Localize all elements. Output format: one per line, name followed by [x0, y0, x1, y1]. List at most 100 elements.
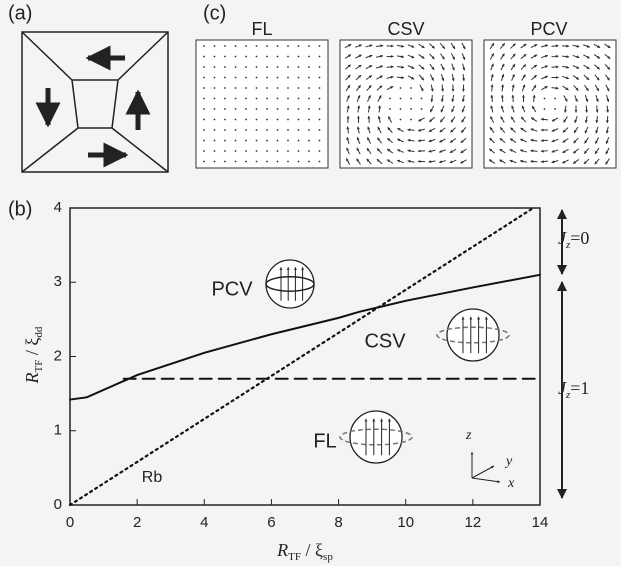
field-dot: [266, 150, 268, 152]
x-tick-label: 14: [532, 514, 549, 531]
field-dot: [214, 140, 216, 142]
field-dot: [214, 119, 216, 121]
field-dot: [214, 45, 216, 47]
field-dot: [319, 129, 321, 131]
field-arrow: [597, 106, 598, 113]
field-dot: [203, 129, 205, 131]
triad-label: z: [465, 428, 472, 443]
field-dot: [214, 129, 216, 131]
field-dot: [256, 45, 258, 47]
field-dot: [400, 119, 402, 121]
field-dot: [319, 77, 321, 79]
field-dot: [245, 77, 247, 79]
field-dot: [308, 98, 310, 100]
field-dot: [256, 119, 258, 121]
field-dot: [319, 98, 321, 100]
x-tick-label: 2: [133, 514, 141, 531]
field-dot: [287, 108, 289, 110]
field-dot: [256, 66, 258, 68]
field-dot: [266, 98, 268, 100]
field-dot: [245, 56, 247, 58]
field-dot: [245, 87, 247, 89]
field-dot: [410, 98, 412, 100]
field-dot: [287, 129, 289, 131]
field-dot: [319, 108, 321, 110]
field-dot: [235, 56, 237, 58]
field-dot: [245, 108, 247, 110]
x-tick-label: 10: [397, 514, 414, 531]
field-dot: [298, 161, 300, 163]
field-dot: [287, 119, 289, 121]
field-dot: [287, 161, 289, 163]
field-dot: [245, 66, 247, 68]
field-dot: [214, 87, 216, 89]
field-dot: [277, 45, 279, 47]
sphere-icon: [447, 309, 499, 361]
field-dot: [245, 119, 247, 121]
field-dot: [256, 129, 258, 131]
field-dot: [203, 66, 205, 68]
field-dot: [235, 119, 237, 121]
field-dot: [214, 66, 216, 68]
annotation: FL: [313, 430, 336, 452]
field-frame: [340, 40, 472, 168]
field-dot: [308, 77, 310, 79]
y-tick-label: 0: [54, 496, 62, 513]
field-dot: [245, 98, 247, 100]
field-dot: [214, 150, 216, 152]
sphere-icon: [266, 260, 314, 308]
panel-label: (c): [203, 2, 226, 24]
field-dot: [266, 161, 268, 163]
field-dot: [214, 161, 216, 163]
field-dot: [203, 56, 205, 58]
field-dot: [277, 77, 279, 79]
field-dot: [410, 108, 412, 110]
field-dot: [287, 87, 289, 89]
field-arrow: [502, 95, 503, 102]
panel-title: PCV: [530, 19, 567, 39]
field-dot: [308, 45, 310, 47]
field-dot: [224, 108, 226, 110]
field-dot: [287, 98, 289, 100]
field-dot: [410, 87, 412, 89]
field-dot: [203, 161, 205, 163]
field-dot: [203, 45, 205, 47]
triad-label: y: [504, 454, 513, 469]
field-dot: [544, 98, 546, 100]
field-dot: [266, 87, 268, 89]
x-tick-label: 12: [465, 514, 482, 531]
field-dot: [266, 66, 268, 68]
field-dot: [319, 45, 321, 47]
field-dot: [266, 140, 268, 142]
annotation: Rb: [142, 469, 163, 486]
triad-label: x: [507, 476, 515, 491]
field-dot: [410, 119, 412, 121]
y-tick-label: 2: [54, 347, 62, 364]
field-dot: [277, 150, 279, 152]
field-dot: [319, 150, 321, 152]
triad-axis: [472, 466, 494, 478]
field-dot: [421, 108, 423, 110]
field-dot: [308, 140, 310, 142]
field-dot: [308, 56, 310, 58]
field-dot: [277, 66, 279, 68]
x-tick-label: 8: [334, 514, 342, 531]
panel-label: (a): [8, 2, 32, 24]
field-dot: [298, 66, 300, 68]
field-dot: [308, 119, 310, 121]
field-dot: [245, 45, 247, 47]
field-dot: [235, 77, 237, 79]
field-dot: [256, 108, 258, 110]
field-dot: [287, 77, 289, 79]
field-dot: [203, 77, 205, 79]
field-dot: [214, 56, 216, 58]
field-dot: [256, 98, 258, 100]
field-dot: [308, 87, 310, 89]
field-dot: [203, 150, 205, 152]
field-dot: [389, 98, 391, 100]
field-dot: [224, 161, 226, 163]
y-tick-label: 1: [54, 422, 62, 439]
field-dot: [235, 129, 237, 131]
field-dot: [214, 108, 216, 110]
field-dot: [235, 108, 237, 110]
